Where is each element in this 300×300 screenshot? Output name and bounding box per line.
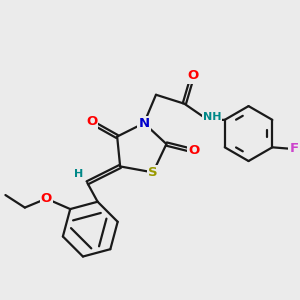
Text: NH: NH bbox=[202, 112, 221, 122]
Text: N: N bbox=[139, 117, 150, 130]
Text: S: S bbox=[148, 166, 158, 179]
Text: O: O bbox=[86, 115, 98, 128]
Text: O: O bbox=[188, 69, 199, 82]
Text: O: O bbox=[41, 192, 52, 205]
Text: H: H bbox=[74, 169, 83, 179]
Text: O: O bbox=[188, 144, 200, 157]
Text: F: F bbox=[289, 142, 298, 155]
